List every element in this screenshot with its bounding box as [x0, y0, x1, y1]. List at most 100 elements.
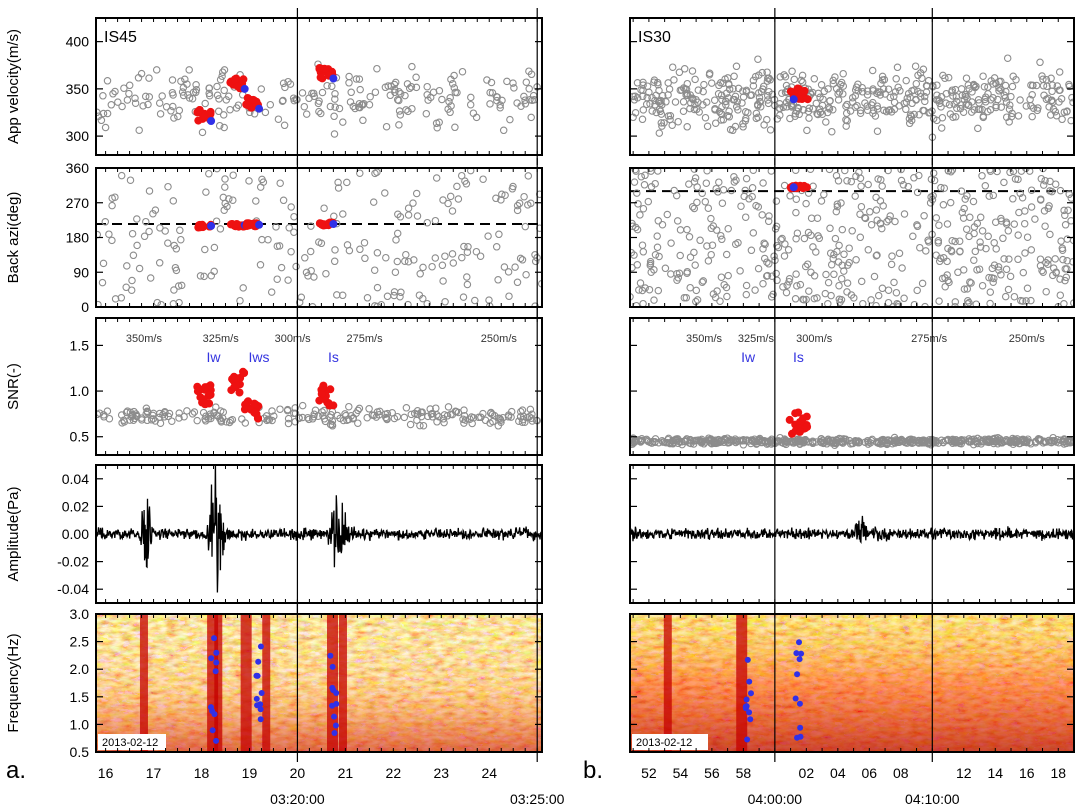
- background-point: [962, 225, 971, 233]
- background-point: [125, 81, 134, 90]
- background-point: [878, 182, 886, 190]
- background-point: [985, 192, 993, 200]
- background-point: [680, 65, 689, 73]
- background-point: [310, 273, 318, 281]
- background-point: [823, 108, 832, 117]
- background-point: [1042, 287, 1050, 296]
- background-point: [215, 121, 224, 130]
- background-point: [190, 408, 199, 416]
- background-point: [957, 85, 966, 93]
- background-point: [1008, 82, 1017, 91]
- background-point: [834, 96, 843, 104]
- detection-point: [239, 75, 248, 84]
- background-point: [1051, 180, 1060, 188]
- background-point: [281, 83, 289, 92]
- background-point: [527, 199, 535, 208]
- background-point: [693, 296, 702, 304]
- background-point: [142, 404, 151, 413]
- background-point: [872, 251, 881, 260]
- background-point: [893, 63, 902, 72]
- background-point: [170, 286, 178, 294]
- background-point: [949, 92, 957, 100]
- background-point: [1036, 58, 1044, 67]
- background-point: [402, 404, 411, 412]
- background-point: [487, 408, 495, 417]
- background-point: [373, 283, 382, 292]
- background-point: [522, 78, 531, 86]
- background-point: [630, 434, 637, 442]
- background-point: [826, 224, 834, 233]
- background-point: [690, 177, 699, 186]
- background-point: [317, 109, 325, 118]
- background-point: [1063, 235, 1072, 243]
- background-point: [742, 114, 750, 123]
- background-point: [984, 232, 992, 241]
- background-point: [1036, 255, 1045, 263]
- background-point: [898, 264, 906, 272]
- background-point: [724, 271, 732, 280]
- background-point: [139, 102, 147, 110]
- background-point: [815, 234, 824, 243]
- y-tick-label: 400: [66, 34, 90, 50]
- background-point: [356, 245, 364, 254]
- background-point: [188, 94, 197, 103]
- background-point: [484, 232, 492, 240]
- background-point: [1053, 82, 1062, 90]
- background-point: [123, 262, 131, 270]
- background-point: [915, 171, 923, 180]
- background-point: [513, 201, 522, 210]
- spectrogram-band: [326, 614, 338, 752]
- detection-point: [803, 422, 812, 431]
- background-point: [1055, 68, 1064, 76]
- background-point: [535, 190, 542, 199]
- background-point: [96, 300, 102, 307]
- y-axis-label: SNR(-): [5, 363, 22, 410]
- background-point: [125, 89, 133, 98]
- background-point: [847, 177, 856, 186]
- detection-point: [315, 396, 324, 405]
- background-point: [279, 196, 288, 205]
- background-point: [278, 97, 287, 105]
- background-point: [846, 440, 855, 448]
- background-point: [1019, 268, 1028, 277]
- background-point: [207, 271, 216, 280]
- background-point: [326, 420, 335, 429]
- background-point: [707, 214, 715, 223]
- background-point: [488, 89, 497, 97]
- background-point: [1004, 285, 1013, 294]
- background-point: [874, 105, 882, 113]
- background-point: [330, 212, 338, 221]
- background-point: [633, 225, 642, 234]
- background-point: [812, 248, 820, 256]
- background-point: [990, 239, 998, 247]
- background-point: [990, 261, 999, 269]
- background-point: [929, 114, 938, 123]
- background-point: [916, 89, 925, 97]
- background-point: [834, 258, 843, 266]
- background-point: [506, 115, 514, 124]
- background-point: [220, 206, 228, 214]
- background-point: [302, 268, 311, 277]
- background-point: [791, 168, 800, 174]
- y-tick-label: 1.0: [70, 716, 90, 732]
- background-point: [989, 278, 997, 286]
- background-point: [377, 301, 386, 307]
- background-point: [951, 438, 960, 446]
- background-point: [517, 102, 525, 110]
- background-point: [256, 261, 265, 269]
- background-point: [274, 115, 283, 123]
- background-point: [345, 79, 353, 87]
- background-point: [318, 88, 327, 97]
- background-point: [229, 196, 237, 204]
- background-point: [880, 75, 889, 84]
- background-point: [1047, 74, 1055, 83]
- background-point: [989, 94, 997, 102]
- background-point: [292, 262, 300, 271]
- background-point: [488, 410, 497, 419]
- background-point: [413, 407, 422, 415]
- background-point: [705, 69, 714, 78]
- background-point: [1005, 255, 1013, 263]
- background-point: [884, 85, 893, 93]
- background-point: [257, 85, 266, 93]
- background-point: [535, 224, 542, 232]
